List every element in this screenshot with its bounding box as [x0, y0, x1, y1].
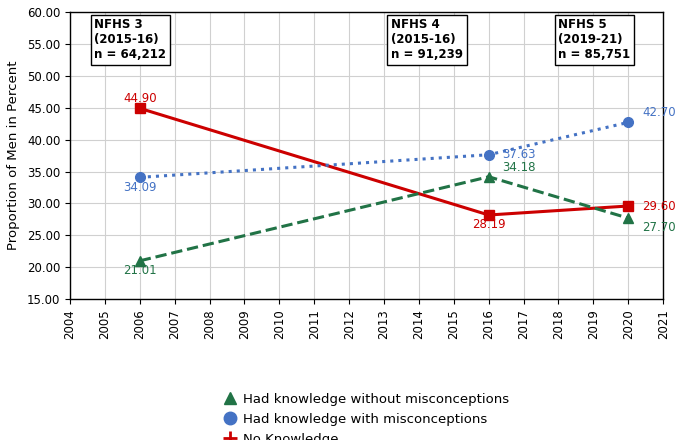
Y-axis label: Proportion of Men in Percent: Proportion of Men in Percent [7, 61, 20, 250]
Text: 37.63: 37.63 [503, 148, 536, 161]
Text: 44.90: 44.90 [123, 92, 157, 105]
Text: 29.60: 29.60 [643, 199, 676, 213]
Text: NFHS 4
(2015-16)
n = 91,239: NFHS 4 (2015-16) n = 91,239 [391, 18, 463, 61]
Text: 28.19: 28.19 [472, 218, 506, 231]
Text: 21.01: 21.01 [123, 264, 157, 277]
Legend: Had knowledge without misconceptions, Had knowledge with misconceptions, No Know: Had knowledge without misconceptions, Ha… [217, 386, 516, 440]
Text: 34.09: 34.09 [123, 180, 156, 194]
Text: NFHS 3
(2015-16)
n = 64,212: NFHS 3 (2015-16) n = 64,212 [95, 18, 166, 61]
Text: 27.70: 27.70 [643, 221, 676, 235]
Text: 42.70: 42.70 [643, 106, 676, 119]
Text: 34.18: 34.18 [503, 161, 536, 173]
Text: NFHS 5
(2019-21)
n = 85,751: NFHS 5 (2019-21) n = 85,751 [558, 18, 631, 61]
